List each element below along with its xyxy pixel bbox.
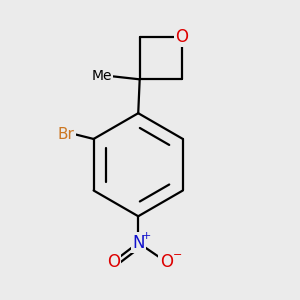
- Text: Me: Me: [91, 69, 112, 83]
- Text: N: N: [132, 234, 145, 252]
- Text: +: +: [142, 231, 151, 241]
- Text: O: O: [160, 253, 173, 271]
- Text: O: O: [176, 28, 189, 46]
- Text: −: −: [173, 250, 182, 260]
- Text: O: O: [107, 253, 120, 271]
- Text: Br: Br: [58, 127, 74, 142]
